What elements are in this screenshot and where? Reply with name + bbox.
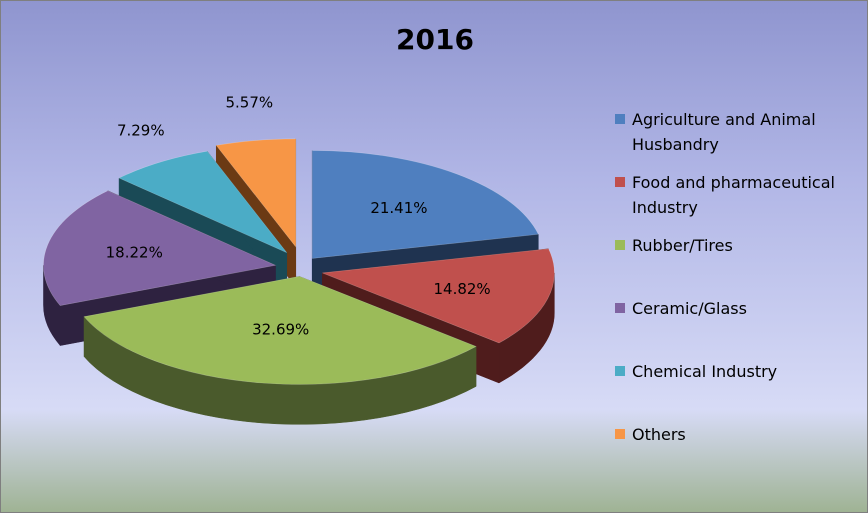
pie-slice-2	[83, 276, 477, 425]
legend-label: Agriculture and Animal Husbandry	[632, 110, 816, 154]
pie-slice-top	[118, 150, 288, 253]
legend-swatch	[615, 303, 625, 313]
pie-slice-top	[83, 276, 477, 385]
legend-swatch	[615, 114, 625, 124]
legend-swatch	[615, 177, 625, 187]
legend-swatch	[615, 240, 625, 250]
data-label-4: 7.29%	[117, 122, 165, 140]
pie-slice-top	[215, 138, 297, 248]
pie-slice-top	[311, 150, 539, 259]
pie-slice-top	[43, 190, 277, 306]
data-label-3: 18.22%	[106, 244, 163, 262]
legend-label: Chemical Industry	[632, 362, 778, 381]
data-label-1: 14.82%	[433, 280, 490, 298]
legend-label: Food and pharmaceutical Industry	[632, 173, 835, 217]
legend-label: Rubber/Tires	[632, 236, 733, 255]
legend-swatch	[615, 429, 625, 439]
legend-swatch	[615, 366, 625, 376]
data-label-0: 21.41%	[370, 199, 427, 217]
data-label-2: 32.69%	[252, 321, 309, 339]
legend-label: Ceramic/Glass	[632, 299, 747, 318]
chart-title: 2016	[396, 23, 474, 56]
legend-label: Others	[632, 425, 686, 444]
data-label-5: 5.57%	[226, 94, 274, 112]
pie-slice-top	[322, 248, 555, 344]
